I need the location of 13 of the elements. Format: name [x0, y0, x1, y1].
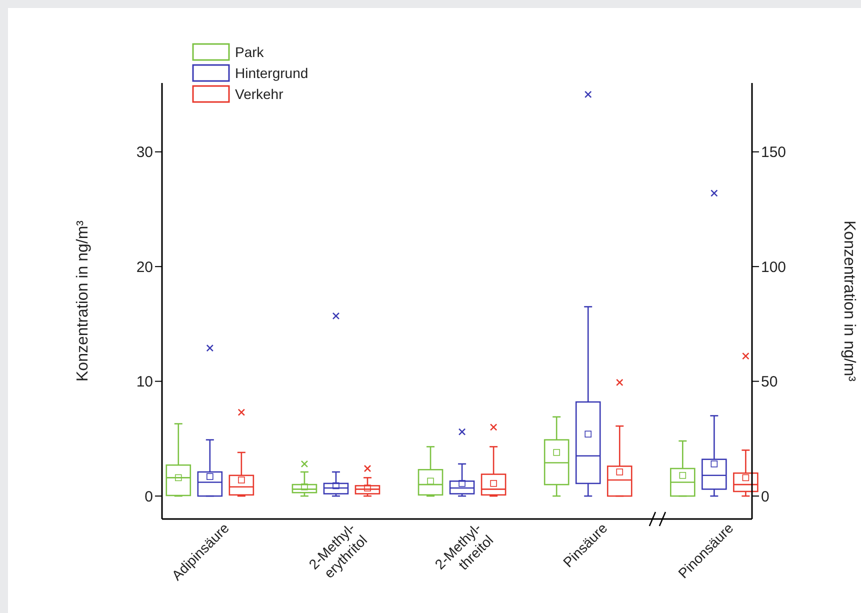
- y2-tick-label: 50: [761, 374, 778, 391]
- legend-label: Hintergrund: [235, 65, 308, 81]
- y-tick-label: 10: [136, 374, 153, 391]
- y2-tick-label: 0: [761, 488, 770, 506]
- y-axis-title: Konzentration in ng/m³: [74, 220, 92, 382]
- legend-label: Verkehr: [235, 86, 284, 102]
- y2-tick-label: 150: [761, 144, 786, 162]
- y2-tick-label: 100: [761, 258, 786, 276]
- y-tick-label: 30: [136, 144, 153, 162]
- y2-axis-title: Konzentration in ng/m³: [840, 220, 858, 382]
- legend-label: Park: [235, 44, 265, 60]
- y-tick-label: 20: [136, 258, 153, 276]
- y-tick-label: 0: [144, 488, 153, 506]
